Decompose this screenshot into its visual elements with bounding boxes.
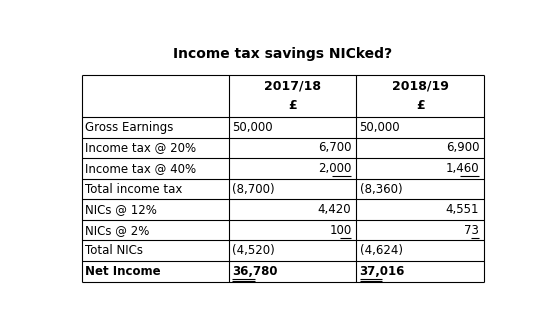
Text: £: £ (416, 99, 424, 112)
Text: Net Income: Net Income (85, 265, 161, 278)
Text: Income tax @ 20%: Income tax @ 20% (85, 141, 196, 154)
Text: 37,016: 37,016 (359, 265, 405, 278)
Text: 2017/18: 2017/18 (264, 80, 321, 93)
Text: Total NICs: Total NICs (85, 244, 143, 257)
Text: 6,900: 6,900 (445, 141, 479, 154)
Text: 2,000: 2,000 (318, 162, 352, 175)
Text: Total income tax: Total income tax (85, 183, 182, 195)
Text: NICs @ 2%: NICs @ 2% (85, 224, 150, 237)
Text: 100: 100 (329, 224, 352, 237)
Text: £: £ (288, 99, 297, 112)
Text: (8,360): (8,360) (359, 183, 402, 195)
Text: Gross Earnings: Gross Earnings (85, 121, 173, 134)
Text: 50,000: 50,000 (232, 121, 273, 134)
Text: 50,000: 50,000 (359, 121, 400, 134)
Text: NICs @ 12%: NICs @ 12% (85, 203, 157, 216)
Text: (8,700): (8,700) (232, 183, 274, 195)
Text: Income tax savings NICked?: Income tax savings NICked? (173, 47, 392, 61)
Text: 4,420: 4,420 (318, 203, 352, 216)
Text: 36,780: 36,780 (232, 265, 277, 278)
Text: (4,624): (4,624) (359, 244, 402, 257)
Text: 2018/19: 2018/19 (392, 80, 449, 93)
Text: 6,700: 6,700 (318, 141, 352, 154)
Text: 73: 73 (464, 224, 479, 237)
Text: 1,460: 1,460 (445, 162, 479, 175)
Text: (4,520): (4,520) (232, 244, 274, 257)
Text: 4,551: 4,551 (445, 203, 479, 216)
Text: Income tax @ 40%: Income tax @ 40% (85, 162, 196, 175)
